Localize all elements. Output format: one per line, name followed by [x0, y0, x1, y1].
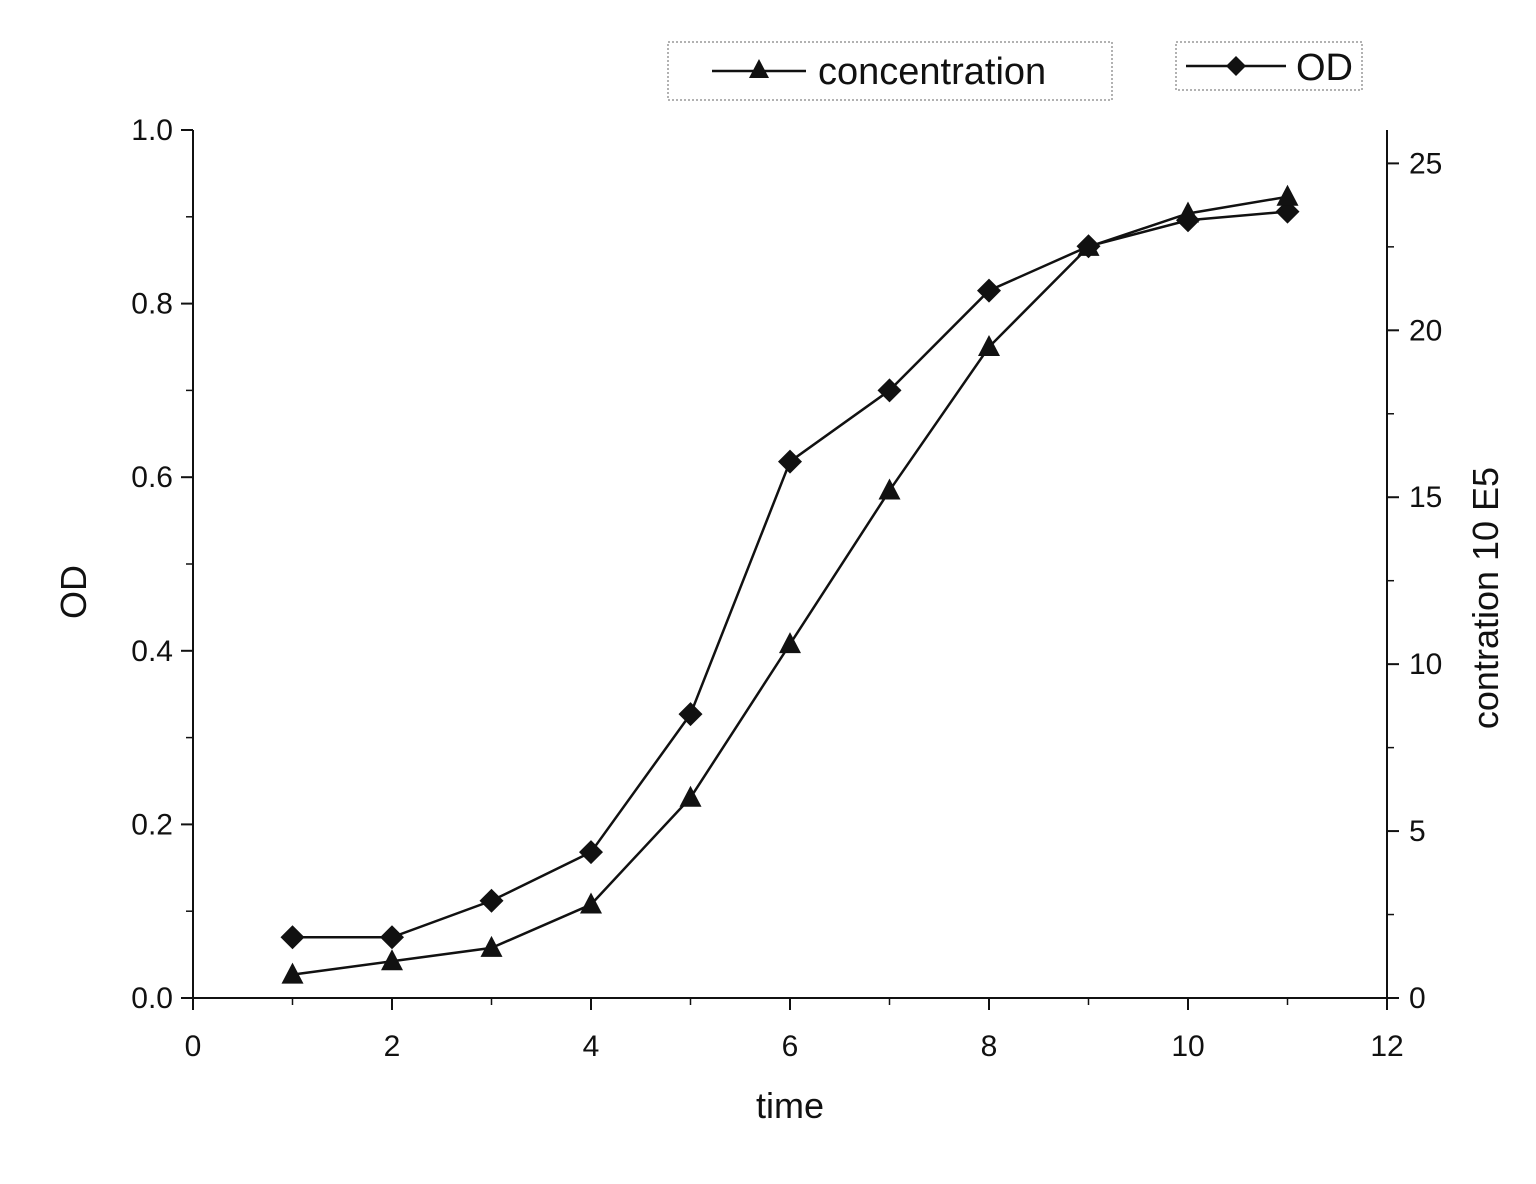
od-point-5: [678, 702, 703, 727]
y-right-tick-label-0: 0: [1409, 982, 1426, 1015]
x-tick-label-4: 4: [583, 1030, 600, 1063]
y-left-tick-label-1.0: 1.0: [131, 114, 173, 147]
y-left-tick-label-0.2: 0.2: [131, 808, 173, 841]
concentration-point-2: [381, 949, 403, 971]
y-left-tick-label-0.4: 0.4: [131, 635, 173, 668]
legend-box-concentration: [667, 41, 1113, 101]
x-tick-label-10: 10: [1171, 1030, 1204, 1063]
legend-label-od: OD: [1296, 47, 1353, 89]
y-axis-right-title: contration 10 E5: [1465, 467, 1506, 729]
concentration-point-4: [580, 892, 602, 914]
x-tick-label-2: 2: [384, 1030, 401, 1063]
series-lines: [292, 195, 1288, 976]
series-line-concentration: [292, 195, 1288, 976]
y-axis-left-title: OD: [53, 565, 94, 619]
legend: concentration OD: [667, 41, 1363, 101]
od-point-7: [877, 378, 902, 403]
y-left-tick-label-0.6: 0.6: [131, 461, 173, 494]
concentration-point-6: [779, 632, 801, 654]
legend-label-concentration: concentration: [818, 51, 1046, 93]
y-right-tick-label-15: 15: [1409, 481, 1442, 514]
x-tick-label-0: 0: [185, 1030, 202, 1063]
series-line-od: [292, 210, 1288, 939]
od-point-1: [280, 925, 305, 950]
x-axis-title: time: [756, 1085, 824, 1126]
x-tick-label-12: 12: [1370, 1030, 1403, 1063]
od-point-6: [778, 449, 802, 474]
od-point-3: [479, 888, 504, 913]
legend-marker-triangle: [749, 59, 769, 78]
y-right-tick-label-25: 25: [1409, 147, 1442, 180]
x-tick-label-8: 8: [981, 1030, 998, 1063]
y-right-tick-label-5: 5: [1409, 815, 1426, 848]
x-tick-label-6: 6: [782, 1030, 799, 1063]
od-point-4: [579, 840, 603, 865]
legend-box-od: [1175, 41, 1363, 91]
y-right-tick-label-20: 20: [1409, 314, 1442, 347]
y-left-tick-label-0.8: 0.8: [131, 288, 173, 321]
concentration-point-5: [679, 785, 702, 807]
legend-marker-diamond: [1226, 56, 1246, 76]
y-left-tick-label-0.0: 0.0: [131, 982, 173, 1015]
concentration-point-3: [480, 935, 503, 957]
concentration-point-11: [1276, 184, 1299, 206]
ticks: 0 2 4 6 8 10 12 0.0 0.2 0.4 0.6 0.8 1.0 0 5 10 15 20 25: [131, 114, 1442, 1063]
y-right-tick-label-10: 10: [1409, 648, 1442, 681]
series-markers: [280, 184, 1300, 984]
concentration-point-9: [1077, 234, 1100, 256]
od-point-8: [977, 278, 1001, 303]
concentration-point-8: [978, 335, 1000, 356]
concentration-point-1: [281, 962, 304, 984]
concentration-point-10: [1177, 201, 1199, 223]
od-point-2: [380, 925, 404, 950]
concentration-point-7: [878, 478, 901, 500]
